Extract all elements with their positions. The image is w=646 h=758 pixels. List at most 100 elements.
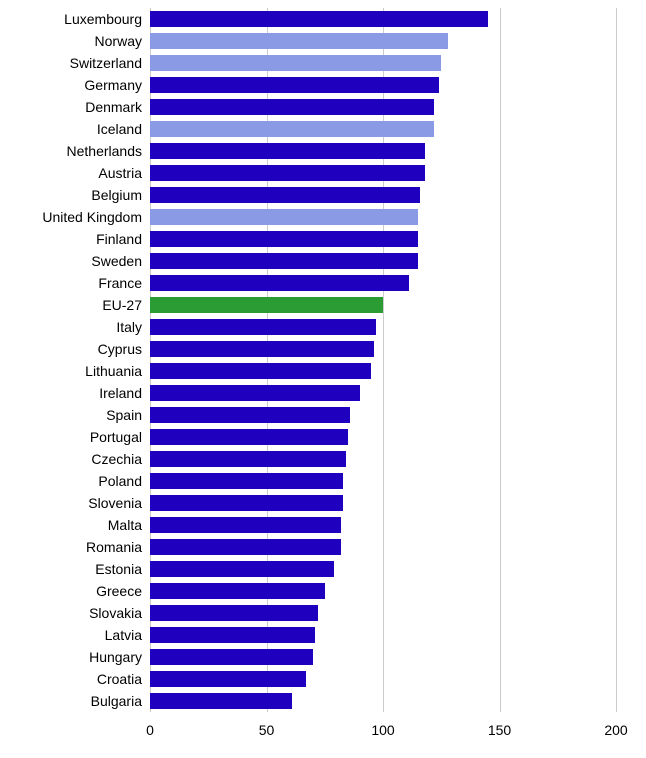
x-gridline <box>616 8 617 712</box>
chart-container: 050100150200LuxembourgNorwaySwitzerlandG… <box>0 0 646 758</box>
bar <box>150 363 371 379</box>
row-category-label: Estonia <box>95 559 142 579</box>
bar <box>150 11 488 27</box>
chart-row: France <box>150 272 616 294</box>
x-tick-label: 100 <box>371 722 394 738</box>
bar <box>150 473 343 489</box>
row-category-label: Greece <box>96 581 142 601</box>
row-category-label: Austria <box>98 163 142 183</box>
chart-row: Belgium <box>150 184 616 206</box>
row-category-label: Denmark <box>85 97 142 117</box>
row-category-label: Iceland <box>97 119 142 139</box>
row-category-label: Croatia <box>97 669 142 689</box>
bar <box>150 121 434 137</box>
chart-row: Ireland <box>150 382 616 404</box>
bar <box>150 319 376 335</box>
row-category-label: Sweden <box>91 251 142 271</box>
bar <box>150 275 409 291</box>
row-category-label: EU-27 <box>102 295 142 315</box>
chart-row: United Kingdom <box>150 206 616 228</box>
chart-row: Netherlands <box>150 140 616 162</box>
bar <box>150 583 325 599</box>
chart-row: Portugal <box>150 426 616 448</box>
x-tick-label: 200 <box>604 722 627 738</box>
chart-row: Denmark <box>150 96 616 118</box>
bar <box>150 429 348 445</box>
row-category-label: Bulgaria <box>91 691 142 711</box>
chart-row: Croatia <box>150 668 616 690</box>
row-category-label: Switzerland <box>70 53 142 73</box>
bar <box>150 165 425 181</box>
bar <box>150 451 346 467</box>
chart-row: Iceland <box>150 118 616 140</box>
bar <box>150 253 418 269</box>
x-tick-label: 150 <box>488 722 511 738</box>
row-category-label: Netherlands <box>67 141 143 161</box>
chart-row: Slovenia <box>150 492 616 514</box>
chart-row: Norway <box>150 30 616 52</box>
row-category-label: Ireland <box>99 383 142 403</box>
bar <box>150 627 315 643</box>
bar <box>150 297 383 313</box>
plot-area: 050100150200LuxembourgNorwaySwitzerlandG… <box>150 8 616 748</box>
chart-row: Malta <box>150 514 616 536</box>
row-category-label: Spain <box>106 405 142 425</box>
bar <box>150 649 313 665</box>
x-tick-label: 0 <box>146 722 154 738</box>
bar <box>150 561 334 577</box>
row-category-label: Germany <box>84 75 142 95</box>
row-category-label: France <box>98 273 142 293</box>
row-category-label: Finland <box>96 229 142 249</box>
bar <box>150 209 418 225</box>
bar <box>150 55 441 71</box>
chart-row: Germany <box>150 74 616 96</box>
row-category-label: Slovenia <box>88 493 142 513</box>
row-category-label: Hungary <box>89 647 142 667</box>
row-category-label: Romania <box>86 537 142 557</box>
row-category-label: Malta <box>108 515 142 535</box>
chart-row: Finland <box>150 228 616 250</box>
bar <box>150 407 350 423</box>
chart-row: Austria <box>150 162 616 184</box>
bar <box>150 33 448 49</box>
chart-row: Italy <box>150 316 616 338</box>
bar <box>150 143 425 159</box>
row-category-label: Luxembourg <box>64 9 142 29</box>
row-category-label: Poland <box>98 471 142 491</box>
bar <box>150 539 341 555</box>
chart-row: Poland <box>150 470 616 492</box>
bar <box>150 517 341 533</box>
chart-row: Bulgaria <box>150 690 616 712</box>
bar <box>150 605 318 621</box>
bar <box>150 671 306 687</box>
bar <box>150 341 374 357</box>
chart-row: Romania <box>150 536 616 558</box>
bar <box>150 187 420 203</box>
row-category-label: Italy <box>116 317 142 337</box>
chart-row: Slovakia <box>150 602 616 624</box>
bar <box>150 99 434 115</box>
chart-row: Switzerland <box>150 52 616 74</box>
bar <box>150 495 343 511</box>
chart-row: Hungary <box>150 646 616 668</box>
bar <box>150 693 292 709</box>
chart-row: Czechia <box>150 448 616 470</box>
row-category-label: Lithuania <box>85 361 142 381</box>
chart-row: EU-27 <box>150 294 616 316</box>
chart-row: Lithuania <box>150 360 616 382</box>
row-category-label: Norway <box>95 31 142 51</box>
row-category-label: Slovakia <box>89 603 142 623</box>
bar <box>150 77 439 93</box>
chart-row: Latvia <box>150 624 616 646</box>
row-category-label: Belgium <box>91 185 142 205</box>
bar <box>150 385 360 401</box>
chart-row: Luxembourg <box>150 8 616 30</box>
chart-row: Spain <box>150 404 616 426</box>
row-category-label: Cyprus <box>98 339 142 359</box>
bar <box>150 231 418 247</box>
row-category-label: Czechia <box>91 449 142 469</box>
row-category-label: Portugal <box>90 427 142 447</box>
chart-row: Estonia <box>150 558 616 580</box>
row-category-label: United Kingdom <box>42 207 142 227</box>
row-category-label: Latvia <box>105 625 142 645</box>
